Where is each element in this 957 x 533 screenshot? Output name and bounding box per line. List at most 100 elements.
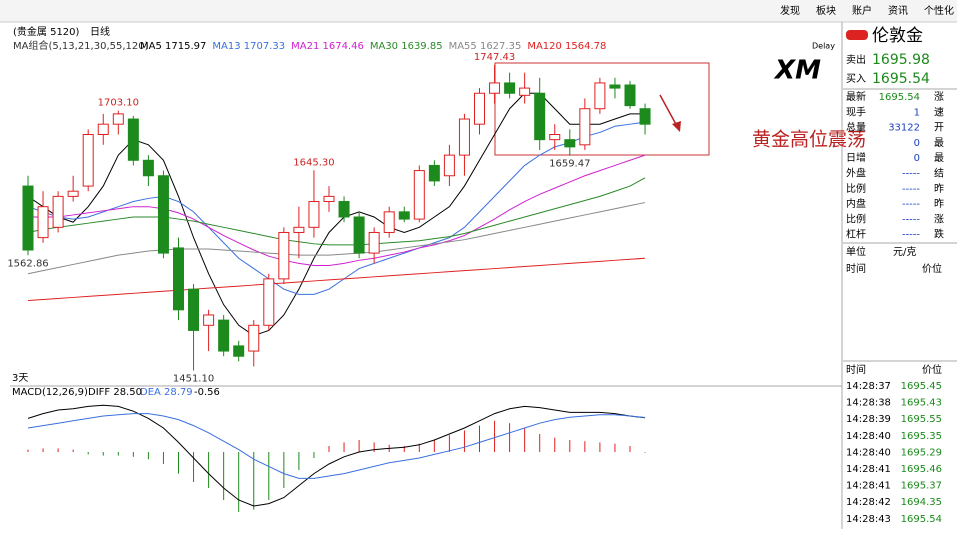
tick-time: 14:28:41	[846, 481, 891, 492]
quote-label2: 最	[934, 152, 944, 164]
quote-value: 0	[914, 153, 920, 164]
tick-time: 14:28:41	[846, 464, 891, 475]
quote-name: 伦敦金	[872, 26, 923, 46]
candle-body	[428, 164, 440, 182]
buy-label: 买入	[846, 73, 866, 85]
ma-params: MA组合(5,13,21,30,55,120)	[13, 39, 149, 52]
ma-line	[27, 92, 646, 337]
quote-label2: 最	[934, 137, 944, 149]
macd-title: MACD(12,26,9)	[12, 387, 88, 398]
candle-body	[353, 216, 365, 254]
quote-value: 1695.54	[879, 92, 920, 103]
tick-time: 14:28:37	[846, 381, 891, 392]
delay: Delay	[812, 42, 835, 51]
ma-legend: MA30 1639.85	[370, 41, 443, 52]
dea-label: DEA 28.79	[140, 387, 193, 398]
ma-line	[27, 257, 646, 302]
candle-body	[413, 170, 425, 220]
candle-body	[263, 278, 275, 326]
price-head: 价位	[922, 262, 942, 275]
logo: XM	[773, 56, 821, 86]
annotation: 黄金高位震荡	[752, 129, 866, 151]
quote-label: 比例	[846, 212, 866, 225]
toolbar-item: 发现	[780, 4, 800, 17]
candle-body	[534, 92, 546, 141]
quote-label2: 涨	[934, 213, 944, 225]
quote-label: 最新	[846, 90, 866, 103]
tick-price: 1695.54	[901, 514, 942, 525]
candle-body	[639, 108, 651, 125]
highlight-box	[494, 62, 710, 156]
badge	[846, 30, 868, 40]
candle-body	[594, 82, 606, 110]
quote-value: -----	[902, 169, 920, 180]
toolbar-item: 板块	[816, 4, 836, 17]
tick-time: 14:28:39	[846, 414, 891, 425]
arrow	[659, 94, 679, 129]
candle-body	[624, 84, 636, 107]
tick-price: 1695.55	[901, 414, 942, 425]
tick-time: 14:28:38	[846, 398, 891, 409]
ma-legend: MA21 1674.46	[291, 41, 364, 52]
quote-label: 比例	[846, 182, 866, 195]
quote-label: 内盘	[846, 197, 866, 210]
candle-body	[112, 113, 124, 125]
ma-legend: MA120 1564.78	[527, 41, 606, 52]
price-label: 1703.10	[98, 98, 139, 109]
tick-price: 1694.35	[901, 497, 942, 508]
candle-body	[127, 118, 139, 161]
candle-body	[308, 201, 320, 228]
quote-value: 1	[914, 107, 920, 118]
logo-bg	[765, 55, 835, 85]
candle-body	[248, 324, 260, 352]
candle-body	[67, 190, 79, 197]
tick-head: 价位	[922, 363, 942, 376]
quote-label2: 昨	[934, 183, 944, 195]
ma-line	[27, 202, 646, 275]
span-label: 3天	[12, 373, 28, 384]
quote-value: -----	[902, 230, 920, 241]
tick-time: 14:28:40	[846, 431, 891, 442]
price-label: 1747.43	[474, 52, 515, 63]
quote-label2: 开	[934, 123, 944, 134]
symbol: (贵金属 5120)	[13, 25, 80, 38]
quote-label: 外盘	[846, 167, 866, 180]
quote-value: -----	[902, 199, 920, 210]
price-label: 1645.30	[293, 157, 334, 168]
ma-legend: MA5 1715.97	[140, 41, 206, 52]
ma-legend: MA13 1707.33	[212, 41, 285, 52]
quote-value: 33122	[888, 123, 920, 134]
toolbar-item: 账户	[852, 4, 872, 17]
tick-price: 1695.35	[901, 431, 942, 442]
arrow-head	[672, 121, 681, 132]
ma-line	[28, 154, 646, 266]
quote-label2: 涨	[934, 91, 944, 103]
quote-label2: 昨	[934, 198, 944, 210]
sell: 1695.98	[872, 52, 930, 68]
price-label: 1451.10	[173, 374, 214, 385]
period: 日线	[90, 25, 110, 38]
candle-body	[142, 159, 154, 177]
candle-body	[293, 226, 305, 233]
candle-body	[323, 195, 335, 203]
ma-line	[27, 121, 646, 295]
diff-label: DIFF 28.50	[88, 387, 142, 398]
candle-body	[218, 319, 230, 352]
price-label: 1659.47	[549, 159, 590, 170]
quote-label: 杠杆	[846, 228, 866, 241]
quote-head	[844, 24, 957, 46]
candle-body	[383, 211, 395, 233]
candle-body	[82, 134, 94, 187]
tick-price: 1695.46	[901, 464, 942, 475]
candle-body	[398, 211, 410, 220]
tick-price: 1695.43	[901, 398, 942, 409]
unit: 元/克	[893, 246, 916, 258]
candle-body	[173, 247, 184, 311]
tick-time: 14:28:40	[846, 447, 891, 458]
candle-body	[278, 231, 290, 280]
tick-head: 时间	[846, 363, 866, 376]
candle-body	[474, 92, 485, 125]
candle-body	[504, 82, 516, 94]
candle-body	[549, 134, 561, 141]
macd-dea	[27, 413, 646, 479]
